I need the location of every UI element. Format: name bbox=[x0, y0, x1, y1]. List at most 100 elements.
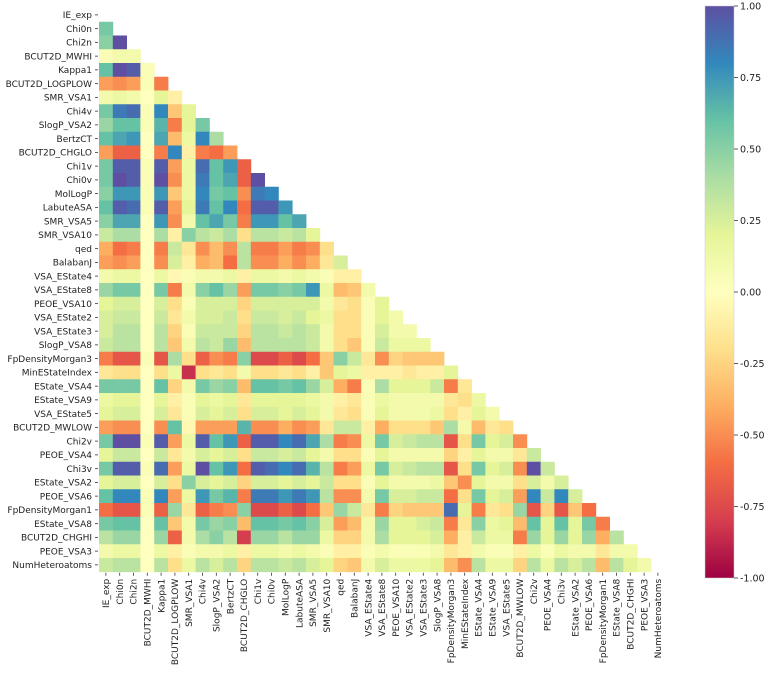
heatmap-cell bbox=[292, 269, 307, 284]
heatmap-cell bbox=[181, 516, 196, 531]
heatmap-cell bbox=[168, 406, 183, 421]
heatmap-cell bbox=[126, 434, 141, 449]
heatmap-cell bbox=[181, 324, 196, 339]
heatmap-cell bbox=[375, 406, 390, 421]
heatmap-cell bbox=[444, 406, 459, 421]
x-axis-labels: IE_exp Chi0n Chi2n BCUT2D_MWHI Kappa1 BCUT2D_… bbox=[102, 572, 664, 665]
heatmap-cell bbox=[292, 365, 307, 380]
heatmap-cell bbox=[333, 489, 348, 504]
heatmap-cell bbox=[375, 324, 390, 339]
heatmap-cell bbox=[513, 461, 528, 476]
heatmap-cell bbox=[154, 503, 169, 518]
heatmap-cell bbox=[264, 269, 279, 284]
heatmap-cell bbox=[361, 420, 376, 435]
heatmap-cell bbox=[195, 379, 210, 394]
heatmap-cell bbox=[499, 461, 514, 476]
heatmap-cell bbox=[319, 324, 334, 339]
y-tick-label: EState_VSA8 bbox=[34, 520, 92, 530]
heatmap-cell bbox=[292, 296, 307, 311]
heatmap-cell bbox=[237, 489, 252, 504]
heatmap-cell bbox=[457, 393, 472, 408]
heatmap-cell bbox=[264, 351, 279, 366]
heatmap-cell bbox=[457, 461, 472, 476]
heatmap-cell bbox=[126, 365, 141, 380]
x-tick-label: VSA_EState2 bbox=[406, 579, 416, 637]
y-axis-labels: IE_exp Chi0n Chi2n BCUT2D_MWHI Kappa1 BCUT2D_… bbox=[6, 11, 98, 571]
heatmap-cell bbox=[168, 530, 183, 545]
heatmap-cell bbox=[168, 228, 183, 243]
heatmap-cell bbox=[140, 255, 155, 270]
y-tick-label: MinEStateIndex bbox=[22, 369, 93, 379]
heatmap-cell bbox=[99, 35, 114, 50]
heatmap-cell bbox=[99, 131, 114, 146]
heatmap-cell bbox=[582, 544, 597, 559]
heatmap-cell bbox=[375, 365, 390, 380]
heatmap-cell bbox=[209, 173, 224, 188]
heatmap-cell bbox=[319, 283, 334, 298]
heatmap-cell bbox=[209, 145, 224, 160]
x-tick-label: qed bbox=[337, 579, 347, 596]
heatmap-cell bbox=[292, 379, 307, 394]
heatmap-cell bbox=[430, 420, 445, 435]
heatmap-cell bbox=[250, 516, 265, 531]
heatmap-cell bbox=[140, 434, 155, 449]
heatmap-cell bbox=[99, 393, 114, 408]
heatmap-cell bbox=[154, 530, 169, 545]
heatmap-cell bbox=[485, 558, 500, 573]
heatmap-cell bbox=[209, 448, 224, 463]
heatmap-cell bbox=[99, 434, 114, 449]
heatmap-cell bbox=[168, 186, 183, 201]
heatmap-cell bbox=[292, 241, 307, 256]
y-tick-label: Chi0v bbox=[66, 176, 92, 186]
colorbar-ticks: 1.00 0.75 0.50 0.25 0.00 -0.25 -0.50 -0.75 -1.00 bbox=[734, 2, 765, 585]
heatmap-cell bbox=[237, 214, 252, 229]
heatmap-cell bbox=[168, 159, 183, 174]
heatmap-cell bbox=[499, 516, 514, 531]
heatmap-cell bbox=[444, 489, 459, 504]
heatmap-cell bbox=[499, 530, 514, 545]
heatmap-cell bbox=[112, 516, 127, 531]
heatmap-cell bbox=[140, 131, 155, 146]
heatmap-cell bbox=[209, 186, 224, 201]
heatmap-cell bbox=[306, 503, 321, 518]
heatmap-cell bbox=[375, 393, 390, 408]
heatmap-cell bbox=[140, 173, 155, 188]
heatmap-cell bbox=[306, 365, 321, 380]
heatmap-cell bbox=[416, 558, 431, 573]
heatmap-cell bbox=[112, 269, 127, 284]
heatmap-cell bbox=[209, 406, 224, 421]
heatmap-cell bbox=[388, 503, 403, 518]
heatmap-cell bbox=[499, 558, 514, 573]
heatmap-cell bbox=[126, 420, 141, 435]
heatmap-cell bbox=[333, 461, 348, 476]
heatmap-cell bbox=[402, 475, 417, 490]
heatmap-cell bbox=[181, 475, 196, 490]
heatmap-cell bbox=[292, 393, 307, 408]
y-tick-label: MolLogP bbox=[55, 190, 93, 200]
heatmap-cell bbox=[237, 434, 252, 449]
heatmap-cell bbox=[457, 530, 472, 545]
heatmap-cell bbox=[388, 461, 403, 476]
heatmap-cell bbox=[112, 296, 127, 311]
colorbar-tick-label: -0.25 bbox=[740, 359, 765, 370]
heatmap-cell bbox=[99, 21, 114, 36]
heatmap-cell bbox=[347, 448, 362, 463]
heatmap-cell bbox=[154, 558, 169, 573]
heatmap-cell bbox=[250, 255, 265, 270]
heatmap-cell bbox=[292, 544, 307, 559]
heatmap-cell bbox=[333, 296, 348, 311]
heatmap-cell bbox=[126, 296, 141, 311]
heatmap-cell bbox=[154, 90, 169, 105]
heatmap-cell bbox=[278, 420, 293, 435]
heatmap-cell bbox=[278, 200, 293, 215]
heatmap-cell bbox=[333, 448, 348, 463]
heatmap-cell bbox=[402, 489, 417, 504]
heatmap-cell bbox=[223, 228, 238, 243]
heatmap-cell bbox=[237, 283, 252, 298]
heatmap-cell bbox=[250, 173, 265, 188]
heatmap-cell bbox=[388, 393, 403, 408]
heatmap-cell bbox=[223, 448, 238, 463]
heatmap-cell bbox=[457, 379, 472, 394]
heatmap-cell bbox=[195, 186, 210, 201]
heatmap-cell bbox=[140, 420, 155, 435]
